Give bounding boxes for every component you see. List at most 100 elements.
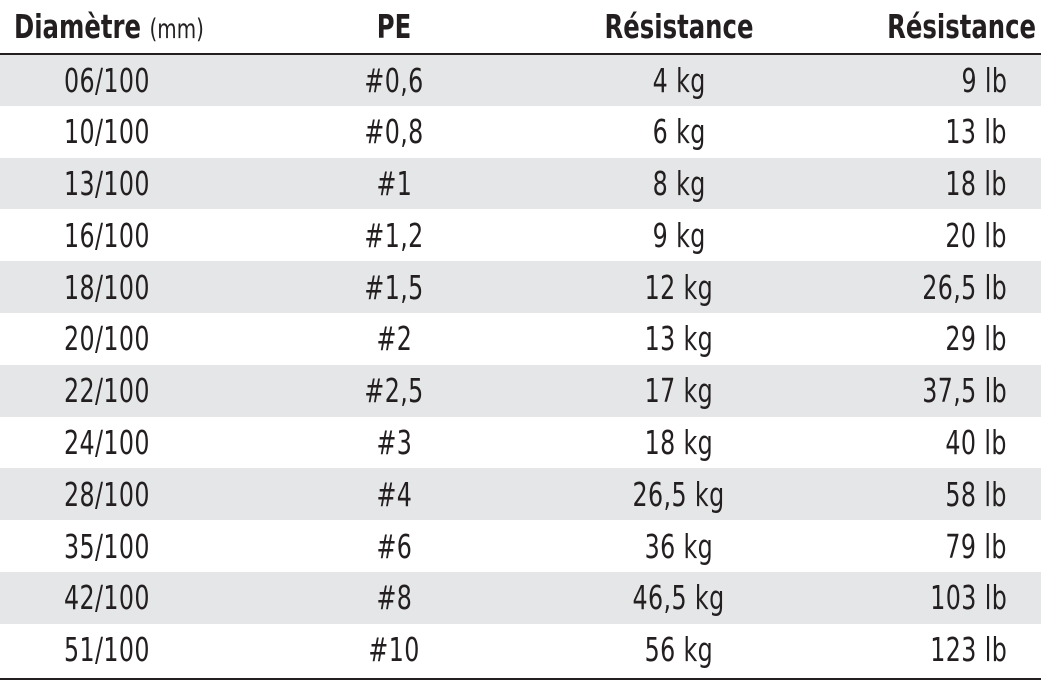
cell-resistance-lb: 29 lb — [816, 313, 1041, 365]
cell-resistance-lb-text: 123 lb — [930, 630, 1007, 670]
cell-pe-text: #3 — [376, 422, 412, 462]
cell-resistance-lb: 9 lb — [816, 54, 1041, 106]
cell-pe-text: #4 — [376, 474, 412, 514]
table-bottom-rule — [0, 678, 1041, 680]
cell-resistance-lb-text: 26,5 lb — [922, 267, 1007, 307]
cell-resistance-lb: 40 lb — [816, 417, 1041, 469]
cell-diameter: 24/100 — [0, 417, 246, 469]
cell-pe: #8 — [246, 572, 542, 624]
cell-diameter: 10/100 — [0, 106, 246, 158]
cell-pe: #2 — [246, 313, 542, 365]
cell-resistance-lb-text: 29 lb — [945, 319, 1007, 359]
header-resistance-kg: Résistance — [566, 0, 792, 55]
cell-diameter: 18/100 — [0, 261, 246, 313]
cell-diameter-text: 18/100 — [64, 267, 150, 307]
cell-resistance-lb-text: 18 lb — [945, 163, 1007, 203]
cell-resistance-kg: 26,5 kg — [542, 468, 816, 520]
cell-resistance-kg-text: 56 kg — [644, 630, 714, 670]
cell-pe-text: #1,2 — [364, 215, 424, 255]
cell-diameter-text: 13/100 — [64, 163, 150, 203]
cell-resistance-lb: 20 lb — [816, 209, 1041, 261]
cell-resistance-lb-text: 13 lb — [945, 112, 1007, 152]
table-row: 16/100 #1,2 9 kg 20 lb — [0, 209, 1041, 261]
cell-diameter: 51/100 — [0, 624, 246, 676]
cell-diameter-text: 06/100 — [64, 60, 150, 100]
cell-resistance-lb-text: 103 lb — [930, 578, 1007, 618]
cell-pe: #1,5 — [246, 261, 542, 313]
cell-resistance-lb-text: 9 lb — [961, 60, 1007, 100]
cell-diameter: 13/100 — [0, 158, 246, 210]
cell-resistance-lb: 103 lb — [816, 572, 1041, 624]
cell-resistance-kg-text: 13 kg — [644, 319, 714, 359]
table-header: Diamètre (mm) PE Résistance Résistance — [0, 0, 1041, 55]
cell-diameter: 28/100 — [0, 468, 246, 520]
cell-resistance-kg: 17 kg — [542, 365, 816, 417]
table-row: 13/100 #1 8 kg 18 lb — [0, 157, 1041, 210]
header-diameter: Diamètre (mm) — [2, 0, 205, 55]
cell-diameter-text: 51/100 — [64, 630, 150, 670]
cell-diameter-text: 24/100 — [64, 422, 150, 462]
cell-pe: #4 — [246, 468, 542, 520]
cell-resistance-lb-text: 20 lb — [945, 215, 1007, 255]
cell-pe-text: #2 — [376, 319, 412, 359]
cell-diameter: 20/100 — [0, 313, 246, 365]
table-row: 10/100 #0,8 6 kg 13 lb — [0, 106, 1041, 158]
cell-resistance-kg: 9 kg — [542, 209, 816, 261]
cell-pe: #6 — [246, 520, 542, 572]
header-pe: PE — [272, 0, 516, 55]
cell-resistance-lb: 13 lb — [816, 106, 1041, 158]
header-diameter-label: Diamètre — [14, 7, 142, 46]
cell-pe-text: #10 — [368, 630, 420, 670]
cell-diameter-text: 10/100 — [64, 112, 150, 152]
cell-resistance-lb: 123 lb — [816, 624, 1041, 676]
cell-diameter-text: 22/100 — [64, 371, 150, 411]
cell-resistance-kg-text: 26,5 kg — [632, 474, 726, 514]
cell-pe-text: #0,8 — [364, 112, 424, 152]
cell-pe: #2,5 — [246, 365, 542, 417]
cell-diameter: 42/100 — [0, 572, 246, 624]
cell-resistance-kg: 36 kg — [542, 520, 816, 572]
cell-diameter-text: 28/100 — [64, 474, 150, 514]
header-resistance-lb: Résistance — [856, 0, 1041, 55]
table-body: 06/100 #0,6 4 kg 9 lb 10/100 #0,8 6 kg 13 lb 13/… — [0, 54, 1041, 676]
cell-resistance-kg-text: 36 kg — [644, 526, 714, 566]
cell-resistance-kg: 46,5 kg — [542, 572, 816, 624]
cell-resistance-kg-text: 8 kg — [652, 163, 706, 203]
cell-diameter-text: 42/100 — [64, 578, 150, 618]
cell-resistance-kg: 8 kg — [542, 158, 816, 210]
cell-resistance-lb-text: 37,5 lb — [922, 371, 1007, 411]
cell-resistance-kg-text: 4 kg — [652, 60, 706, 100]
cell-resistance-lb: 58 lb — [816, 468, 1041, 520]
cell-resistance-lb: 79 lb — [816, 520, 1041, 572]
cell-resistance-kg-text: 12 kg — [644, 267, 714, 307]
cell-pe-text: #1,5 — [364, 267, 424, 307]
cell-pe: #3 — [246, 417, 542, 469]
cell-resistance-lb-text: 40 lb — [945, 422, 1007, 462]
line-spec-table: Diamètre (mm) PE Résistance Résistance 0… — [0, 0, 1041, 676]
cell-pe: #10 — [246, 624, 542, 676]
cell-pe: #1 — [246, 158, 542, 210]
cell-diameter: 06/100 — [0, 54, 246, 106]
cell-pe: #0,6 — [246, 54, 542, 106]
header-diameter-unit: (mm) — [149, 14, 204, 45]
table-row: 42/100 #8 46,5 kg 103 lb — [0, 571, 1041, 624]
cell-diameter-text: 20/100 — [64, 319, 150, 359]
cell-diameter-text: 16/100 — [64, 215, 150, 255]
table-row: 35/100 #6 36 kg 79 lb — [0, 520, 1041, 572]
cell-resistance-kg: 4 kg — [542, 54, 816, 106]
table-row: 20/100 #2 13 kg 29 lb — [0, 313, 1041, 365]
cell-pe-text: #8 — [376, 578, 412, 618]
table-row: 28/100 #4 26,5 kg 58 lb — [0, 468, 1041, 521]
cell-resistance-kg: 6 kg — [542, 106, 816, 158]
cell-resistance-lb: 37,5 lb — [816, 365, 1041, 417]
cell-resistance-kg: 13 kg — [542, 313, 816, 365]
cell-resistance-lb-text: 79 lb — [945, 526, 1007, 566]
cell-resistance-lb-text: 58 lb — [945, 474, 1007, 514]
cell-resistance-kg-text: 9 kg — [652, 215, 706, 255]
cell-resistance-kg: 12 kg — [542, 261, 816, 313]
cell-resistance-kg: 18 kg — [542, 417, 816, 469]
table-row: 51/100 #10 56 kg 123 lb — [0, 624, 1041, 676]
cell-diameter: 35/100 — [0, 520, 246, 572]
cell-resistance-kg-text: 6 kg — [652, 112, 706, 152]
cell-pe: #0,8 — [246, 106, 542, 158]
